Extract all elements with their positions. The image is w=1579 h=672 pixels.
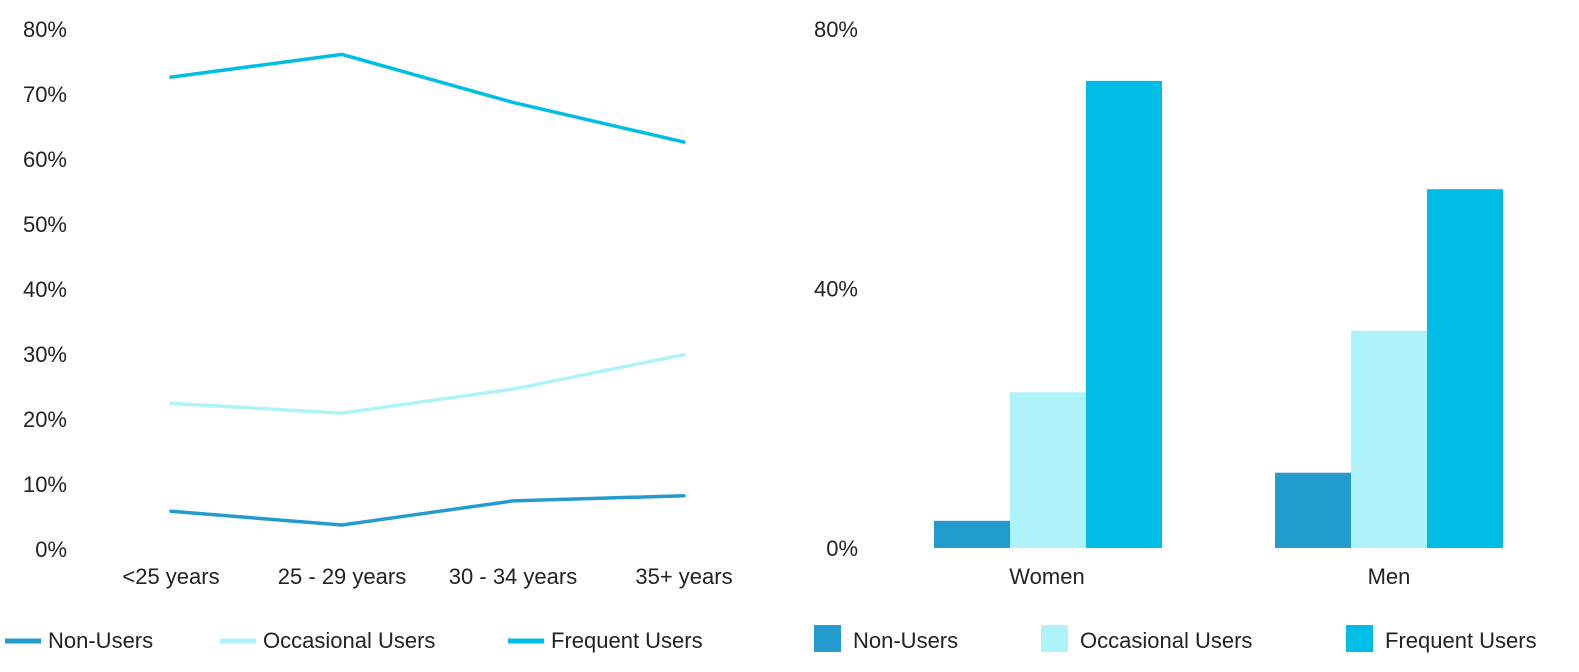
line-legend-item-non-users: Non-Users — [5, 628, 153, 653]
legend-label: Non-Users — [48, 628, 153, 653]
legend-label: Frequent Users — [1385, 628, 1537, 653]
bar-men-non-users — [1275, 472, 1351, 548]
bar-women-frequent-users — [1086, 80, 1162, 549]
bar-men-occasional-users — [1351, 330, 1427, 548]
bar-legend-item-non-users: Non-Users — [814, 625, 958, 653]
bar-legend-item-frequent-users: Frequent Users — [1346, 625, 1537, 653]
series-line-frequent-users — [169, 52, 686, 144]
line-x-tick-label: <25 years — [122, 564, 219, 589]
bar-chart: 0% 40% 80% Women Men Non-Users Occasional User… — [814, 17, 1537, 653]
line-x-tick-label: 25 - 29 years — [278, 564, 406, 589]
legend-label: Occasional Users — [263, 628, 435, 653]
line-y-tick-label: 50% — [23, 212, 67, 237]
bar-y-tick-label: 40% — [814, 277, 858, 302]
line-y-tick-label: 80% — [23, 17, 67, 42]
line-legend-item-occasional-users: Occasional Users — [220, 628, 435, 653]
line-x-tick-label: 30 - 34 years — [449, 564, 577, 589]
legend-label: Frequent Users — [551, 628, 703, 653]
line-y-tick-label: 10% — [23, 472, 67, 497]
line-y-tick-label: 0% — [35, 537, 67, 562]
bar-legend-item-occasional-users: Occasional Users — [1041, 625, 1252, 653]
legend-label: Occasional Users — [1080, 628, 1252, 653]
line-x-tick-label: 35+ years — [635, 564, 732, 589]
bar-y-tick-label: 0% — [826, 536, 858, 561]
bar-x-tick-label: Men — [1368, 564, 1411, 589]
legend-swatch — [814, 625, 841, 652]
bar-men-frequent-users — [1427, 189, 1503, 548]
bar-y-tick-label: 80% — [814, 17, 858, 42]
line-y-tick-label: 30% — [23, 342, 67, 367]
bar-x-tick-label: Women — [1009, 564, 1084, 589]
line-y-tick-label: 60% — [23, 147, 67, 172]
line-y-tick-label: 40% — [23, 277, 67, 302]
line-y-tick-label: 70% — [23, 82, 67, 107]
series-line-non-users — [169, 493, 686, 527]
series-line-occasional-users — [169, 352, 686, 415]
legend-swatch — [1346, 625, 1373, 652]
bar-women-non-users — [934, 520, 1010, 548]
bar-women-occasional-users — [1010, 392, 1086, 548]
line-legend-item-frequent-users: Frequent Users — [508, 628, 703, 653]
legend-swatch — [1041, 625, 1068, 652]
line-chart: 0% 10% 20% 30% 40% 50% 60% 70% 80% <25 years 25 - … — [5, 17, 733, 653]
legend-label: Non-Users — [853, 628, 958, 653]
line-y-tick-label: 20% — [23, 407, 67, 432]
